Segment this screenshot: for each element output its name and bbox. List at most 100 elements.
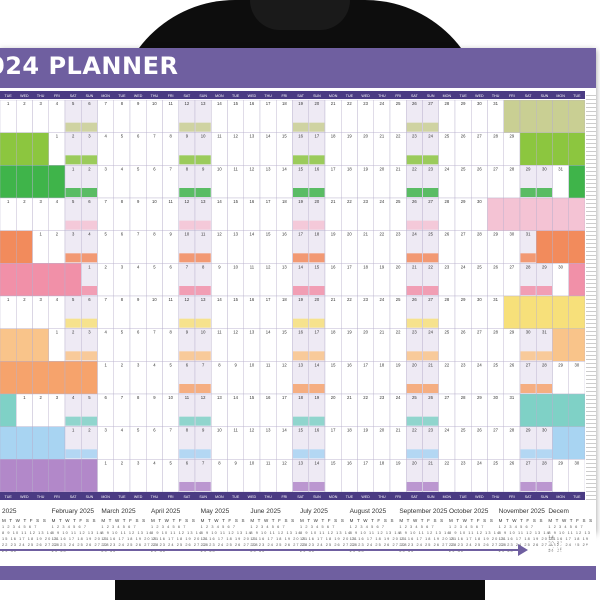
mini-week-row: 8 9 10 11 12 13 14 xyxy=(300,531,352,535)
day-header-label: MON xyxy=(556,495,565,499)
day-number: 26 xyxy=(412,297,417,302)
day-header-label: WED xyxy=(20,94,29,98)
day-number: 4 xyxy=(104,330,107,335)
day-number: 25 xyxy=(477,264,482,269)
day-number: 24 xyxy=(428,134,433,139)
day-number: 3 xyxy=(39,297,42,302)
day-header-label: THU xyxy=(492,495,500,499)
mini-weekday-header: M T W T F S S xyxy=(51,518,97,523)
day-cell xyxy=(503,197,521,231)
day-cell xyxy=(552,100,569,133)
weekend-shade xyxy=(406,482,422,491)
mini-week-row: 15 16 17 18 19 20 21 xyxy=(300,537,358,541)
poster-footer xyxy=(0,566,596,580)
mini-week-row: 8 9 10 11 12 13 14 xyxy=(548,531,591,539)
weekend-shade xyxy=(195,449,211,459)
day-number: 11 xyxy=(168,199,173,204)
weekend-shade xyxy=(423,482,439,491)
day-number: 11 xyxy=(185,395,190,400)
day-number: 14 xyxy=(315,460,320,465)
mini-week-row: 8 9 10 11 12 13 14 xyxy=(250,531,302,535)
day-number: 26 xyxy=(493,264,498,269)
weekend-shade xyxy=(406,318,422,328)
day-number: 6 xyxy=(88,297,91,302)
day-number: 10 xyxy=(201,134,206,139)
day-number: 4 xyxy=(88,232,91,237)
day-number: 10 xyxy=(217,428,222,433)
weekend-shade xyxy=(65,449,81,459)
day-number: 22 xyxy=(412,166,417,171)
day-cell xyxy=(32,165,49,199)
day-header-label: FRI xyxy=(54,495,60,499)
mini-week-row: 15 16 17 18 19 20 21 xyxy=(101,537,160,541)
day-number: 9 xyxy=(202,428,205,433)
day-number: 21 xyxy=(331,199,336,204)
day-number: 5 xyxy=(137,166,140,171)
day-number: 4 xyxy=(121,428,124,433)
weekend-shade xyxy=(520,253,536,263)
day-header-label: TUE xyxy=(5,94,13,98)
weekend-shade xyxy=(309,122,325,132)
day-number: 8 xyxy=(169,330,172,335)
day-cell xyxy=(0,328,17,362)
day-number: 28 xyxy=(461,395,466,400)
day-number: 7 xyxy=(202,362,205,367)
day-number: 12 xyxy=(233,330,238,335)
day-number: 16 xyxy=(347,362,352,367)
day-number: 11 xyxy=(168,101,173,106)
day-number: 5 xyxy=(88,395,91,400)
weekend-shade xyxy=(65,122,81,132)
day-number: 3 xyxy=(39,199,42,204)
weekend-shade xyxy=(195,155,211,165)
day-header-label: SUN xyxy=(199,94,207,98)
day-number: 20 xyxy=(331,395,336,400)
bottom-day-header-bar xyxy=(0,492,585,500)
day-number: 3 xyxy=(137,460,140,465)
day-number: 18 xyxy=(298,395,303,400)
mini-week-row: 29 30 xyxy=(300,549,316,553)
mini-week-row: 8 9 10 11 12 13 14 xyxy=(51,531,103,535)
weekend-shade xyxy=(406,286,422,295)
day-number: 25 xyxy=(428,232,433,237)
mini-week-row: 29 30 xyxy=(51,549,67,553)
weekend-shade xyxy=(536,188,552,197)
day-cell xyxy=(568,197,585,231)
mini-week-row: 22 23 24 25 26 27 28 xyxy=(399,543,458,547)
weekend-shade xyxy=(179,416,195,426)
day-number: 11 xyxy=(201,232,206,237)
day-number: 8 xyxy=(153,232,156,237)
day-number: 23 xyxy=(428,166,433,171)
day-number: 11 xyxy=(217,134,222,139)
day-header-label: MON xyxy=(329,94,338,98)
day-cell xyxy=(16,459,33,492)
weekend-shade xyxy=(423,351,439,361)
wall-planner-poster: 024 PLANNER 1 2 3 4 5 6 7 8 9 10 11 12 13 14 15 16 17 18 1… xyxy=(0,48,596,580)
day-number: 27 xyxy=(510,264,515,269)
day-number: 29 xyxy=(558,460,563,465)
weekend-shade xyxy=(195,482,211,491)
day-number: 16 xyxy=(331,264,336,269)
weekend-shade xyxy=(406,188,422,197)
day-header-label: MON xyxy=(443,94,452,98)
day-number: 24 xyxy=(380,297,385,302)
day-number: 23 xyxy=(412,134,417,139)
mini-week-row: 15 16 17 18 19 20 21 xyxy=(151,537,209,541)
weekend-shade xyxy=(81,122,97,132)
mini-week-row: 1 2 3 4 5 6 7 xyxy=(200,525,237,529)
day-number: 28 xyxy=(493,330,498,335)
mini-week-row: 8 9 10 11 12 13 14 xyxy=(151,531,203,535)
poster-header: 024 PLANNER xyxy=(0,48,596,88)
mini-week-row: 29 30 xyxy=(250,549,266,553)
day-number: 14 xyxy=(266,330,271,335)
day-header-label: SUN xyxy=(313,94,321,98)
weekend-shade xyxy=(81,286,97,295)
day-number: 23 xyxy=(396,232,401,237)
day-number: 2 xyxy=(72,134,75,139)
day-number: 23 xyxy=(445,264,450,269)
day-number: 26 xyxy=(510,460,515,465)
day-number: 10 xyxy=(217,166,222,171)
day-number: 24 xyxy=(428,330,433,335)
dimension-label: 84.1 cr xyxy=(546,539,598,558)
day-header-label: THU xyxy=(264,94,272,98)
day-header-label: THU xyxy=(151,94,159,98)
